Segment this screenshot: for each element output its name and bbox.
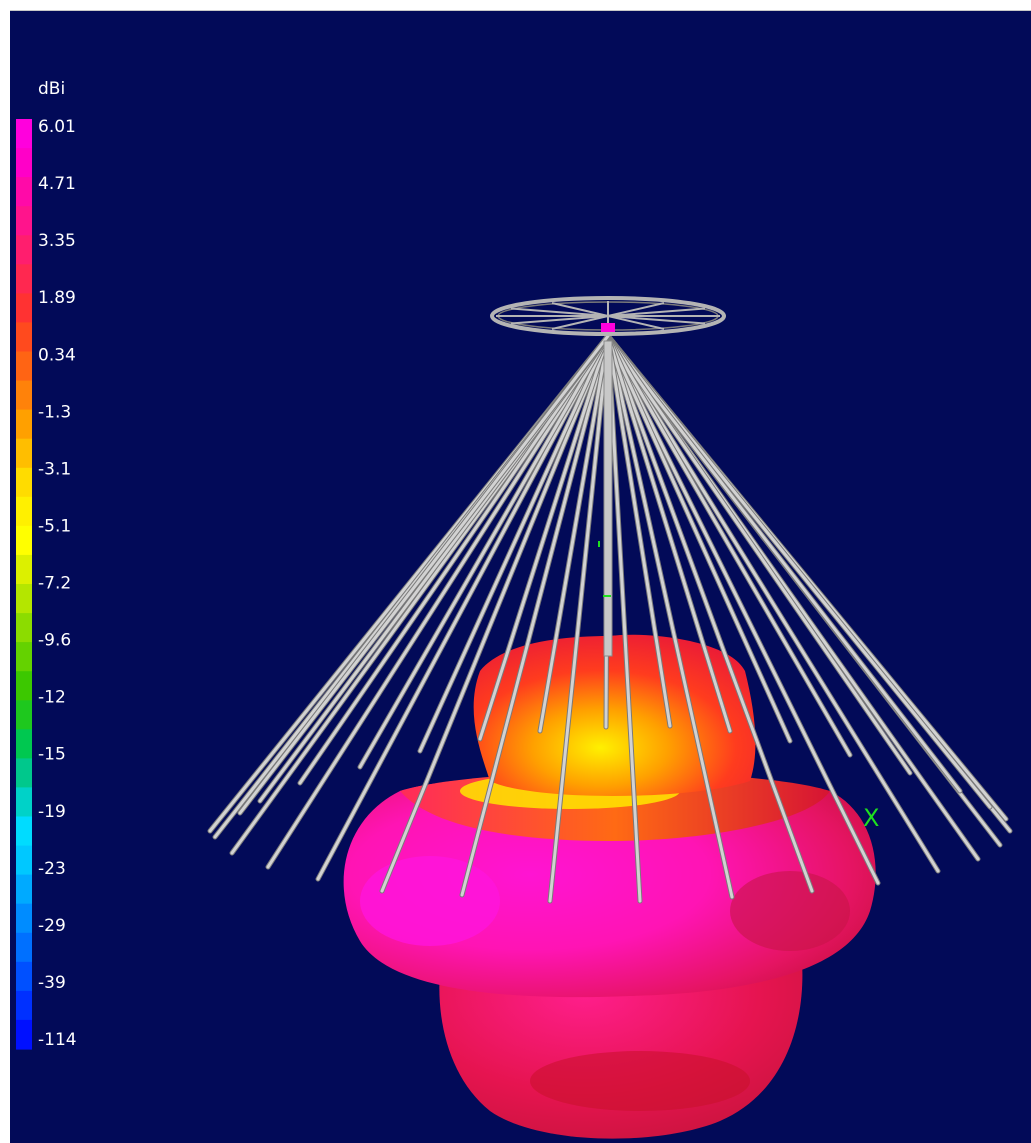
color-scale-segment — [16, 525, 32, 556]
feed-point — [601, 323, 615, 332]
color-scale-segment — [16, 671, 32, 701]
pattern-shade-left — [360, 856, 500, 946]
color-scale-segment — [16, 845, 32, 876]
antenna-wire — [606, 334, 732, 733]
radiation-pattern — [343, 634, 876, 1139]
color-scale-label: -1.3 — [38, 402, 71, 422]
color-scale-segment — [16, 874, 32, 905]
color-scale-labels: 6.01 4.71 3.35 1.89 0.34 -1.3 -3.1 -5.1 -7.2 -9.6… — [38, 117, 77, 1050]
color-scale-segment — [16, 206, 32, 236]
top-hat-spoke — [607, 315, 665, 330]
color-scale-label: -3.1 — [38, 459, 71, 479]
color-scale-segment — [16, 148, 32, 178]
antenna-wire — [606, 334, 792, 743]
antenna-wire — [538, 334, 610, 733]
color-scale-bar — [16, 119, 32, 1050]
color-scale-label: 6.01 — [38, 117, 76, 137]
color-scale-label: 1.89 — [38, 288, 76, 308]
color-scale-label: -5.1 — [38, 516, 71, 536]
color-scale-label: -29 — [38, 916, 66, 936]
color-scale-segment — [16, 467, 32, 498]
color-scale-segment — [16, 613, 32, 643]
color-scale-segment — [16, 932, 32, 963]
pattern-upper-lobe — [473, 634, 756, 796]
antenna-wire — [380, 334, 610, 893]
antenna-wire — [238, 334, 610, 815]
color-scale-label: -39 — [38, 973, 66, 993]
antenna-wire — [606, 334, 642, 903]
top-hat-spoke — [607, 315, 706, 325]
color-scale-segment — [16, 787, 32, 818]
color-scale-segment — [16, 293, 32, 324]
antenna-wire — [266, 334, 610, 869]
antenna-wire — [298, 334, 610, 785]
color-scale-label: 4.71 — [38, 174, 76, 194]
color-scale-label: -9.6 — [38, 631, 71, 651]
color-scale-segment — [16, 409, 32, 440]
color-scale-label: -23 — [38, 859, 66, 879]
antenna-wire — [460, 334, 610, 897]
color-scale-segment — [16, 177, 32, 207]
top-hat-spoke — [551, 302, 609, 317]
color-scale-segment — [16, 816, 32, 847]
color-scale-segment — [16, 438, 32, 469]
antenna-wire — [606, 334, 852, 757]
top-hat-spoke — [510, 307, 609, 317]
antenna-wire — [548, 334, 610, 903]
color-scale-label: 0.34 — [38, 345, 76, 365]
color-scale-label: -7.2 — [38, 574, 71, 594]
color-scale-segment — [16, 729, 32, 759]
color-scale-segment — [16, 1019, 32, 1050]
antenna-wire — [358, 334, 610, 769]
color-scale-segment — [16, 584, 32, 614]
antenna-wire — [606, 334, 880, 885]
pattern-shade-bottom — [530, 1051, 750, 1111]
color-scale-segment — [16, 264, 32, 294]
antenna-wires — [207, 333, 1013, 904]
color-scale-segment — [16, 235, 32, 265]
antenna-wire — [478, 334, 610, 741]
pattern-shade-right — [730, 871, 850, 951]
legend-unit: dBi — [38, 79, 65, 99]
color-scale-segment — [16, 990, 32, 1021]
top-hat-spokes — [496, 301, 720, 331]
color-scale-segment — [16, 119, 32, 149]
color-scale-segment — [16, 758, 32, 789]
antenna-mast — [603, 340, 613, 657]
3d-viewport[interactable]: dBi 6.01 4.71 3.35 1.89 0.34 -1.3 -3.1 -5.1 -7.2… — [10, 10, 1031, 1143]
color-scale-segment — [16, 903, 32, 934]
top-hat-spoke — [510, 315, 609, 325]
color-scale-segment — [16, 961, 32, 992]
color-scale-segment — [16, 380, 32, 411]
antenna-wire — [418, 334, 610, 753]
antenna-wire — [606, 334, 962, 793]
antenna-wire — [316, 334, 610, 881]
top-hat-spoke — [551, 315, 609, 330]
top-hat-spoke — [607, 302, 665, 317]
antenna-wire — [606, 334, 672, 728]
antenna-wire — [606, 334, 912, 775]
x-axis-label: X — [863, 804, 879, 832]
top-hat-spoke — [607, 307, 706, 317]
color-scale-label: -15 — [38, 745, 66, 765]
antenna-wire — [606, 334, 734, 899]
color-scale-segment — [16, 496, 32, 527]
color-scale-label: -12 — [38, 688, 66, 708]
antenna-wire — [606, 334, 814, 893]
antenna-wire — [606, 334, 940, 873]
color-scale-label: 3.35 — [38, 231, 76, 251]
color-scale-segment — [16, 554, 32, 585]
color-scale-segment — [16, 700, 32, 730]
antenna-top-hat — [490, 296, 726, 336]
color-scale-label: -114 — [38, 1030, 77, 1050]
color-scale-segment — [16, 351, 32, 382]
color-scale-segment — [16, 642, 32, 672]
color-scale-label: -19 — [38, 802, 66, 822]
color-scale-segment — [16, 322, 32, 353]
antenna-pattern-scene: dBi 6.01 4.71 3.35 1.89 0.34 -1.3 -3.1 -5.1 -7.2… — [16, 79, 1013, 1139]
